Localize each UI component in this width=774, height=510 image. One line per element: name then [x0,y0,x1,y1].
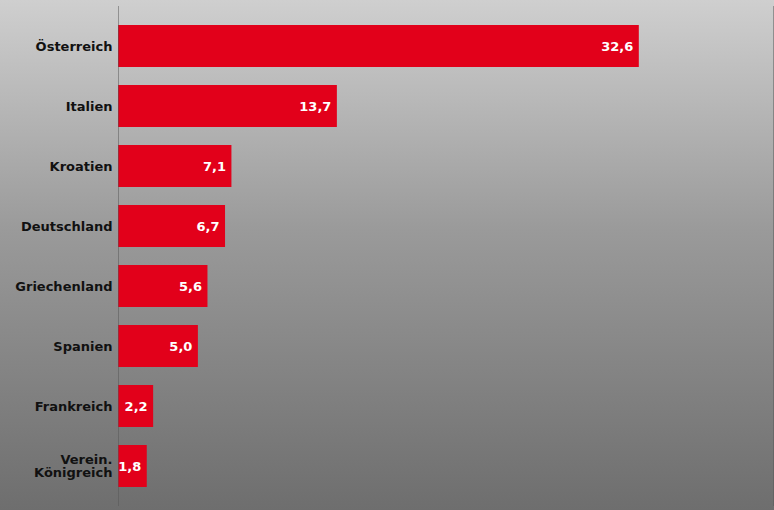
svg-text:13,7: 13,7 [299,99,331,114]
svg-text:Frankreich: Frankreich [35,399,113,414]
svg-text:Spanien: Spanien [53,339,112,354]
svg-text:Österreich: Österreich [36,39,113,54]
svg-text:Italien: Italien [66,99,113,114]
svg-text:1,8: 1,8 [118,459,141,474]
svg-text:Griechenland: Griechenland [15,279,112,294]
svg-text:2,2: 2,2 [125,399,148,414]
svg-text:Kroatien: Kroatien [50,159,113,174]
svg-text:7,1: 7,1 [203,159,226,174]
svg-text:32,6: 32,6 [601,39,633,54]
svg-text:Verein.Königreich: Verein.Königreich [34,452,112,480]
svg-text:Deutschland: Deutschland [21,219,113,234]
svg-text:5,0: 5,0 [169,339,192,354]
svg-text:5,6: 5,6 [179,279,202,294]
svg-text:6,7: 6,7 [197,219,220,234]
